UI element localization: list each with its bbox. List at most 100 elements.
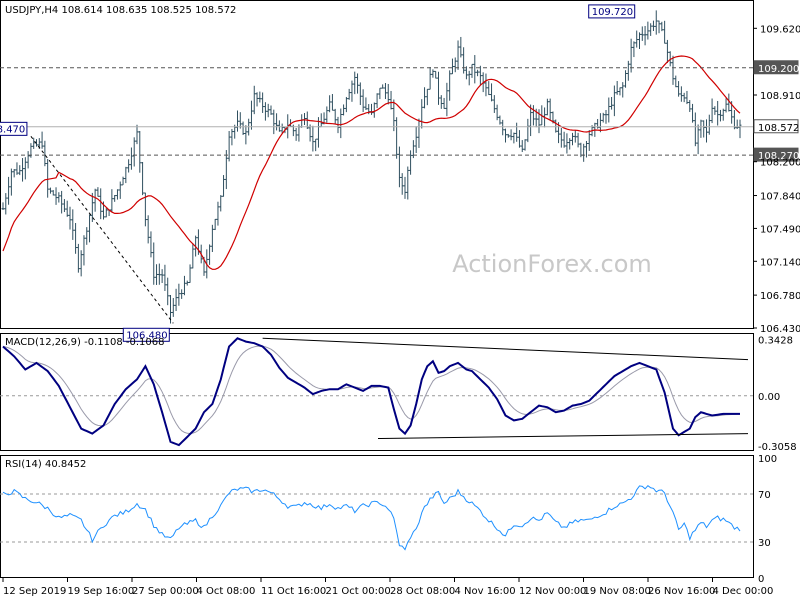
ohlc-bar [356, 73, 360, 94]
ohlc-bar [99, 188, 103, 220]
ohlc-bar [559, 128, 563, 148]
ohlc-bar [406, 166, 410, 200]
x-tick-label: 4 Oct 08:00 [197, 586, 256, 597]
ohlc-bar [135, 124, 139, 145]
price-level-tag [753, 60, 799, 75]
ohlc-bar [68, 206, 72, 230]
ohlc-bar [484, 73, 488, 97]
ohlc-bar [671, 55, 675, 85]
ohlc-bar [403, 176, 407, 199]
ohlc-bar [431, 69, 435, 78]
x-tick-label: 27 Sep 00:00 [132, 586, 199, 597]
ohlc-bar [439, 95, 443, 109]
ohlc-bar [660, 21, 664, 32]
ohlc-bar [467, 70, 471, 86]
ohlc-bar [330, 93, 334, 111]
ohlc-bar [693, 112, 697, 147]
ohlc-bar [501, 119, 505, 136]
ohlc-bar [381, 84, 385, 89]
ohlc-bar [96, 187, 100, 197]
rsi-y-tick-label: 0 [758, 574, 764, 585]
swing-label-box [0, 121, 28, 136]
ohlc-bar [509, 129, 513, 141]
ohlc-bar [118, 181, 122, 199]
ohlc-bar [88, 214, 92, 243]
macd-trendline-lower [377, 433, 749, 439]
ohlc-bar [727, 93, 731, 112]
ohlc-bar [571, 132, 574, 146]
ohlc-bar [674, 75, 678, 88]
ohlc-bar [442, 97, 446, 109]
ohlc-bar [258, 91, 262, 103]
ohlc-bar [618, 87, 622, 96]
ohlc-bar [386, 83, 390, 105]
ohlc-bar [420, 99, 424, 129]
ohlc-bar [249, 100, 253, 130]
ohlc-bar [615, 81, 619, 95]
ohlc-bar [448, 70, 452, 101]
ohlc-bar [188, 264, 192, 284]
ohlc-bar [157, 263, 161, 285]
ohlc-bar [303, 113, 306, 125]
ohlc-bar [219, 195, 223, 212]
ohlc-bar [437, 71, 440, 105]
macd-trendline-upper [262, 337, 749, 361]
swing-label: 108.470 [0, 124, 25, 135]
ohlc-bar [453, 57, 457, 73]
ohlc-bar [51, 190, 55, 196]
ohlc-bar [124, 166, 128, 184]
rsi-panel-title: RSI(14) 40.8452 [5, 459, 86, 470]
ohlc-bar [314, 138, 318, 152]
ohlc-bar [241, 121, 245, 136]
ohlc-bar [512, 132, 516, 144]
y-tick-label: 108.200 [760, 158, 800, 169]
ohlc-bar [657, 20, 661, 34]
ohlc-bar [191, 243, 195, 269]
ohlc-bar [456, 40, 460, 70]
ohlc-bar [115, 189, 119, 200]
ohlc-bar [478, 65, 482, 85]
ohlc-bar [629, 38, 633, 73]
ohlc-bar [146, 215, 150, 244]
ohlc-bar [230, 128, 234, 146]
ohlc-bar [48, 187, 52, 194]
macd-panel-title: MACD(12,26,9) -0.1108 -0.1068 [5, 337, 165, 348]
ohlc-bar [180, 289, 184, 299]
ohlc-bar [423, 87, 427, 109]
ohlc-bar [621, 82, 625, 98]
ohlc-bar [370, 103, 373, 115]
x-tick-label: 12 Sep 2019 [3, 586, 66, 597]
ohlc-bar [138, 131, 142, 173]
ohlc-bar [462, 47, 466, 74]
ohlc-bar [222, 175, 226, 197]
rsi-panel: 100 70 30 0 [0, 454, 777, 585]
ohlc-bar [7, 176, 11, 205]
price-level-label: 109.200 [758, 64, 799, 75]
ohlc-bar [294, 127, 298, 141]
ohlc-bar [12, 169, 16, 178]
ohlc-bar [517, 130, 521, 148]
ohlc-bar [18, 165, 22, 176]
ohlc-bar [227, 131, 231, 162]
ohlc-bar [347, 88, 351, 100]
ohlc-bar [506, 133, 510, 138]
ohlc-bar [417, 118, 421, 148]
ohlc-bar [425, 88, 429, 106]
ohlc-bar [649, 23, 653, 36]
ohlc-bar [428, 67, 432, 90]
y-tick-label: 107.840 [760, 192, 800, 203]
x-tick-label: 19 Sep 16:00 [68, 586, 135, 597]
rsi-y-tick-label: 70 [758, 490, 771, 501]
ohlc-bar [300, 114, 304, 128]
ohlc-bar [696, 124, 700, 155]
ohlc-bar [350, 80, 354, 102]
macd-signal-line [2, 345, 741, 435]
ohlc-bar [554, 119, 558, 133]
macd-line [2, 337, 740, 447]
ohlc-bar [724, 98, 728, 113]
swing-label: 109.720 [592, 7, 633, 18]
rsi-y-tick-label: 30 [758, 538, 771, 549]
ohlc-bar [638, 32, 641, 50]
ohlc-bar [702, 120, 706, 138]
